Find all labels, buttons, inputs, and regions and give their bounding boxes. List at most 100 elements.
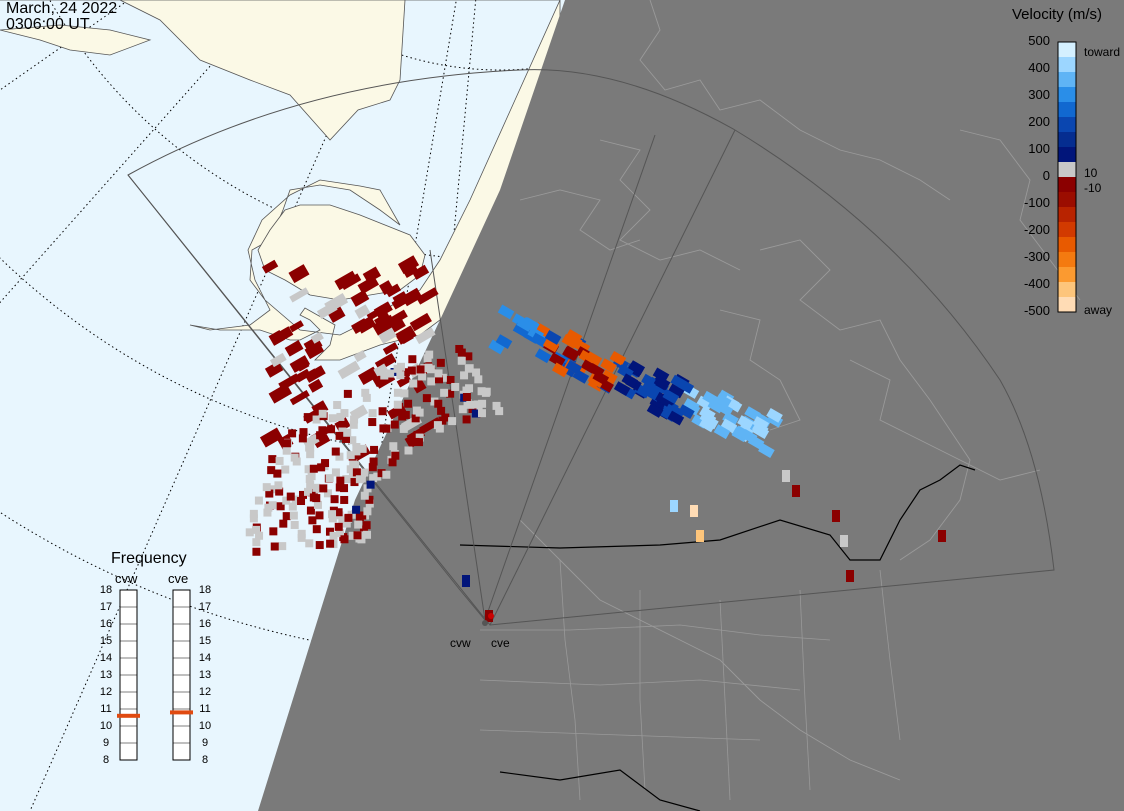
velocity-cell bbox=[408, 355, 417, 364]
velocity-cell bbox=[323, 489, 332, 498]
velocity-cell bbox=[315, 511, 324, 520]
colorbar-swatch bbox=[1058, 267, 1076, 283]
velocity-cell bbox=[318, 409, 327, 418]
velocity-cell bbox=[348, 472, 357, 481]
velocity-cell bbox=[654, 391, 672, 407]
velocity-cell bbox=[437, 406, 446, 415]
velocity-cell bbox=[316, 301, 338, 320]
velocity-cell bbox=[411, 264, 430, 280]
velocity-cell bbox=[462, 415, 471, 424]
velocity-cell bbox=[552, 362, 569, 378]
velocity-cell bbox=[488, 339, 505, 355]
velocity-cell bbox=[262, 483, 271, 492]
velocity-cell bbox=[348, 531, 357, 540]
velocity-cell bbox=[297, 497, 306, 506]
frequency-marker bbox=[117, 713, 140, 718]
frequency-level-label: 9 bbox=[201, 737, 209, 749]
colorbar-swatch bbox=[1058, 282, 1076, 298]
frequency-marker bbox=[170, 710, 193, 715]
frequency-level-label: 13 bbox=[99, 669, 113, 681]
velocity-cell bbox=[414, 438, 423, 447]
velocity-cell bbox=[355, 475, 364, 484]
velocity-cell bbox=[334, 508, 343, 517]
velocity-cell bbox=[462, 393, 471, 402]
velocity-cell bbox=[342, 475, 351, 484]
velocity-cell bbox=[306, 506, 315, 515]
velocity-cell bbox=[304, 465, 313, 474]
velocity-cell bbox=[331, 447, 340, 456]
velocity-cell bbox=[336, 529, 345, 538]
velocity-cell bbox=[289, 287, 310, 303]
velocity-cell bbox=[340, 409, 349, 418]
velocity-cell bbox=[269, 527, 278, 536]
velocity-cell bbox=[313, 500, 322, 509]
colorbar-swatch bbox=[1058, 147, 1076, 163]
velocity-cell bbox=[298, 490, 307, 499]
velocity-cell bbox=[249, 509, 258, 518]
velocity-cell bbox=[290, 520, 299, 529]
velocity-cell bbox=[343, 389, 352, 398]
velocity-cell bbox=[337, 360, 361, 380]
velocity-cell bbox=[388, 458, 397, 467]
velocity-cell bbox=[310, 331, 324, 344]
velocity-cell bbox=[350, 415, 359, 424]
time-label: 0306:00 UT bbox=[6, 16, 90, 33]
velocity-cell bbox=[472, 368, 481, 377]
velocity-cell bbox=[245, 528, 254, 537]
velocity-cell bbox=[404, 399, 413, 408]
velocity-cell bbox=[415, 433, 424, 442]
velocity-cell bbox=[353, 350, 367, 363]
velocity-cell bbox=[668, 404, 685, 420]
velocity-cell bbox=[477, 387, 486, 396]
velocity-cell bbox=[249, 514, 258, 523]
velocity-cell bbox=[424, 363, 433, 372]
velocity-cell bbox=[358, 511, 367, 520]
velocity-cell bbox=[390, 309, 408, 324]
velocity-cell bbox=[358, 444, 367, 453]
velocity-cell bbox=[309, 493, 318, 502]
velocity-cell bbox=[377, 469, 386, 478]
velocity-cell bbox=[378, 407, 387, 416]
velocity-cell bbox=[342, 519, 351, 528]
velocity-cell bbox=[361, 388, 370, 397]
velocity-cell bbox=[288, 429, 297, 438]
velocity-cell bbox=[446, 389, 455, 398]
velocity-cell bbox=[465, 364, 474, 373]
date-label: March, 24 2022 bbox=[6, 0, 118, 17]
velocity-cell bbox=[328, 510, 337, 519]
frequency-level-label: 12 bbox=[99, 686, 113, 698]
velocity-cell bbox=[392, 291, 410, 308]
velocity-cell bbox=[303, 413, 312, 422]
velocity-cell bbox=[351, 461, 360, 470]
colorbar-swatch bbox=[1058, 87, 1076, 103]
velocity-cell bbox=[427, 377, 436, 386]
velocity-cell bbox=[621, 373, 639, 389]
velocity-cell bbox=[752, 416, 770, 431]
velocity-cell bbox=[350, 478, 359, 487]
velocity-cell bbox=[391, 451, 400, 460]
velocity-cell bbox=[335, 431, 344, 440]
colorbar-tick-label: 400 bbox=[1028, 60, 1050, 75]
velocity-cell bbox=[267, 466, 276, 475]
velocity-cell bbox=[282, 439, 291, 448]
velocity-cell bbox=[678, 404, 695, 420]
velocity-cell bbox=[389, 442, 398, 451]
velocity-cell bbox=[273, 469, 282, 478]
velocity-cell bbox=[396, 374, 412, 388]
velocity-cell bbox=[702, 390, 719, 406]
velocity-cell bbox=[477, 409, 486, 418]
velocity-cell bbox=[418, 372, 427, 381]
velocity-cell bbox=[360, 468, 369, 477]
velocity-cell bbox=[268, 501, 277, 510]
colorbar-swatch bbox=[1058, 207, 1076, 223]
frequency-level-label: 12 bbox=[198, 686, 212, 698]
velocity-cell bbox=[617, 364, 634, 380]
velocity-cell bbox=[352, 468, 361, 477]
velocity-cell bbox=[766, 407, 783, 423]
velocity-cell bbox=[259, 427, 283, 448]
velocity-cell bbox=[252, 525, 261, 534]
frequency-level-label: 15 bbox=[198, 635, 212, 647]
velocity-cell bbox=[289, 320, 304, 333]
velocity-cell bbox=[264, 361, 284, 378]
velocity-cell bbox=[531, 332, 548, 348]
